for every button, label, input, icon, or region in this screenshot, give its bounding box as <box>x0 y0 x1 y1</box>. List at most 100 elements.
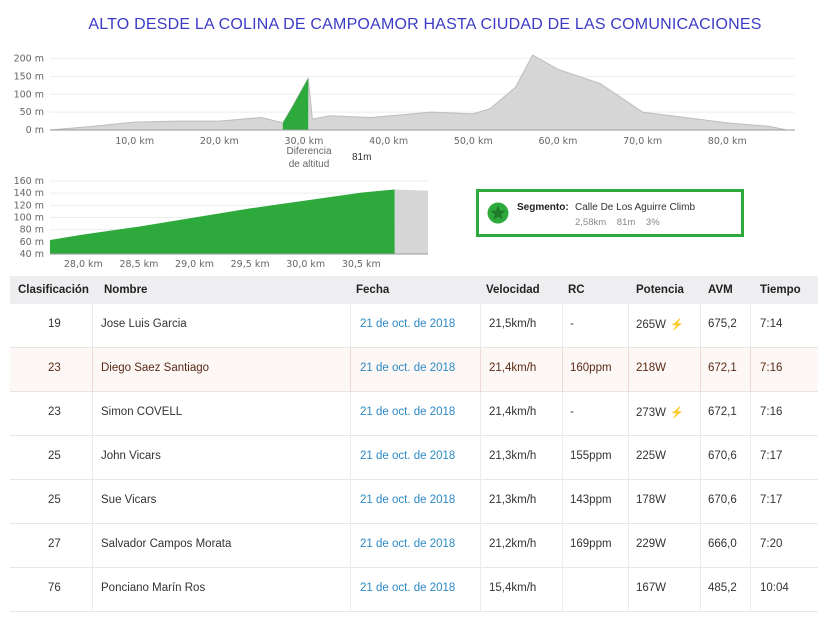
cell-date[interactable]: 21 de oct. de 2018 <box>360 406 455 418</box>
cell-rank-text: 25 <box>48 494 61 506</box>
cell-vam: 670,6 <box>708 450 737 462</box>
cell-power-text: 229W <box>636 538 667 550</box>
cell-power: 225W <box>636 450 666 462</box>
cell-name[interactable]: Ponciano Marín Ros <box>101 582 205 594</box>
x-tick-label: 40,0 km <box>369 136 408 147</box>
table-row[interactable]: 25 Sue Vicars 21 de oct. de 2018 21,3km/h 14… <box>10 480 818 524</box>
cell-date-text: 21 de oct. de 2018 <box>360 318 456 330</box>
table-row[interactable]: 23 Simon COVELL 21 de oct. de 2018 21,4km/h… <box>10 392 818 436</box>
segment-name[interactable]: Calle De Los Aguirre Climb <box>575 202 696 213</box>
column-divider <box>350 436 351 480</box>
cell-power-text: 167W <box>636 582 667 594</box>
cell-date[interactable]: 21 de oct. de 2018 <box>360 538 455 550</box>
cell-name[interactable]: Simon COVELL <box>101 406 182 418</box>
cell-power-text: 218W <box>636 362 667 374</box>
cell-date[interactable]: 21 de oct. de 2018 <box>360 494 455 506</box>
cell-vam: 675,2 <box>708 318 737 330</box>
segment-info-box: Segmento: Calle De Los Aguirre Climb 2,5… <box>476 189 744 237</box>
cell-rank: 25 <box>48 494 61 506</box>
cell-power-text: 178W <box>636 494 667 506</box>
cell-name[interactable]: Diego Saez Santiago <box>101 362 209 374</box>
x-tick-label: 10,0 km <box>115 136 154 147</box>
column-divider <box>628 480 629 524</box>
cell-date[interactable]: 21 de oct. de 2018 <box>360 450 455 462</box>
x-tick-label: 50,0 km <box>454 136 493 147</box>
elevation-profile-chart[interactable]: 200 m 150 m 100 m 50 m 0 m 10,0 km 20,0 km 30,0… <box>0 0 823 175</box>
cell-name-text: Ponciano Marín Ros <box>101 582 206 594</box>
cell-heart-rate-text: - <box>570 406 574 418</box>
cell-name[interactable]: John Vicars <box>101 450 161 462</box>
cell-vam: 670,6 <box>708 494 737 506</box>
column-divider <box>350 524 351 568</box>
column-divider <box>700 524 701 568</box>
table-row[interactable]: 27 Salvador Campos Morata 21 de oct. de 20… <box>10 524 818 568</box>
cell-vam-text: 666,0 <box>708 538 737 550</box>
header-rank[interactable]: Clasificación <box>18 284 89 296</box>
y-tick-label: 60 m <box>20 237 44 248</box>
column-divider <box>480 568 481 612</box>
cell-speed: 21,4km/h <box>489 362 536 374</box>
cell-power: 265W ⚡ <box>636 318 684 331</box>
cell-time-text: 7:17 <box>760 494 783 506</box>
y-tick-label: 40 m <box>20 249 44 260</box>
table-row[interactable]: 19 Jose Luis Garcia 21 de oct. de 2018 21,5… <box>10 304 818 348</box>
cell-speed: 21,4km/h <box>489 406 536 418</box>
cell-rank-text: 76 <box>48 582 61 594</box>
column-divider <box>750 304 751 348</box>
cell-name[interactable]: Jose Luis Garcia <box>101 318 187 330</box>
cell-rank: 27 <box>48 538 61 550</box>
table-row[interactable]: 76 Ponciano Marín Ros 21 de oct. de 2018 15… <box>10 568 818 612</box>
x-tick-label: 29,0 km <box>175 259 214 270</box>
cell-speed-text: 15,4km/h <box>489 582 537 594</box>
column-divider <box>92 348 93 392</box>
header-vam[interactable]: AVM <box>708 284 733 296</box>
column-divider <box>700 348 701 392</box>
header-power[interactable]: Potencia <box>636 284 684 296</box>
table-row[interactable]: 23 Diego Saez Santiago 21 de oct. de 2018 2… <box>10 348 818 392</box>
cell-vam: 672,1 <box>708 362 737 374</box>
cell-name-text: John Vicars <box>101 450 161 462</box>
column-divider <box>350 480 351 524</box>
cell-date-text: 21 de oct. de 2018 <box>360 582 456 594</box>
segment-stats: 2,58km 81m 3% <box>575 217 660 228</box>
cell-rank-text: 19 <box>48 318 61 330</box>
cell-heart-rate-text: 160ppm <box>570 362 612 374</box>
cell-time: 7:17 <box>760 494 782 506</box>
column-divider <box>480 304 481 348</box>
column-divider <box>92 480 93 524</box>
column-divider <box>628 392 629 436</box>
cell-date[interactable]: 21 de oct. de 2018 <box>360 362 455 374</box>
segment-highlight-area <box>282 78 309 130</box>
cell-rank: 23 <box>48 362 61 374</box>
x-tick-label: 20,0 km <box>200 136 239 147</box>
cell-name-text: Simon COVELL <box>101 406 183 418</box>
cell-name[interactable]: Sue Vicars <box>101 494 156 506</box>
column-divider <box>562 524 563 568</box>
cell-rank-text: 25 <box>48 450 61 462</box>
header-speed[interactable]: Velocidad <box>486 284 540 296</box>
header-name[interactable]: Nombre <box>104 284 148 296</box>
cell-speed: 21,5km/h <box>489 318 536 330</box>
header-time[interactable]: Tiempo <box>760 284 801 296</box>
cell-rank: 76 <box>48 582 61 594</box>
x-tick-label: 70,0 km <box>623 136 662 147</box>
column-divider <box>562 348 563 392</box>
header-date[interactable]: Fecha <box>356 284 390 296</box>
cell-vam-text: 485,2 <box>708 582 737 594</box>
column-divider <box>628 524 629 568</box>
y-tick-label: 100 m <box>14 89 44 100</box>
header-heart-rate[interactable]: RC <box>568 284 585 296</box>
cell-time-text: 7:17 <box>760 450 783 462</box>
cell-date[interactable]: 21 de oct. de 2018 <box>360 318 455 330</box>
cell-time: 7:14 <box>760 318 782 330</box>
cell-date[interactable]: 21 de oct. de 2018 <box>360 582 455 594</box>
y-tick-label: 160 m <box>14 176 44 187</box>
cell-name-text: Sue Vicars <box>101 494 157 506</box>
cell-time-text: 7:16 <box>760 362 783 374</box>
column-divider <box>750 392 751 436</box>
cell-heart-rate-text: - <box>570 318 574 330</box>
cell-name[interactable]: Salvador Campos Morata <box>101 538 231 550</box>
cell-power: 218W <box>636 362 666 374</box>
table-row[interactable]: 25 John Vicars 21 de oct. de 2018 21,3km/h 1… <box>10 436 818 480</box>
